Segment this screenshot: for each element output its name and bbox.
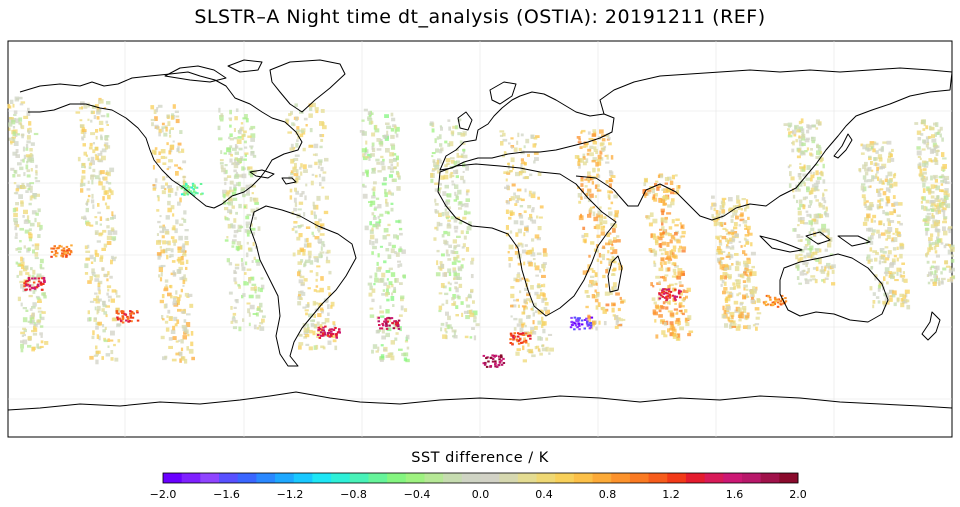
swath-13 xyxy=(914,119,956,286)
colorbar-swatch xyxy=(499,473,519,483)
map-title: SLSTR–A Night time dt_analysis (OSTIA): … xyxy=(194,6,766,28)
colorbar-swatch xyxy=(405,473,425,483)
colorbar-swatch xyxy=(704,473,724,483)
colorbar-tick-label: 0.4 xyxy=(535,488,553,501)
hotspot-4 xyxy=(377,316,401,330)
hotspot-9 xyxy=(180,182,204,197)
colorbar-swatch xyxy=(555,473,575,483)
hotspot-7 xyxy=(658,288,682,302)
colorbar-swatch xyxy=(629,473,650,483)
colorbar-swatch xyxy=(648,473,668,483)
graticule xyxy=(8,41,952,437)
swath-0 xyxy=(7,96,49,353)
colorbar-swatch xyxy=(275,473,295,483)
coast-europe xyxy=(439,91,615,171)
colorbar-tick-label: −2.0 xyxy=(150,488,177,501)
colorbar-swatches xyxy=(162,472,799,484)
colorbar-swatch xyxy=(611,473,631,483)
swath-5 xyxy=(359,108,410,363)
coast-antarctica xyxy=(7,391,953,411)
colorbar-swatch xyxy=(592,473,612,483)
coast-new-zealand xyxy=(921,311,941,341)
colorbar-tick-label: 0.0 xyxy=(472,488,490,501)
colorbar-border xyxy=(162,472,799,484)
swath-9 xyxy=(642,173,694,341)
colorbar-tick-label: −1.6 xyxy=(213,488,240,501)
swath-7 xyxy=(499,130,554,363)
coast-british-isles xyxy=(457,81,517,131)
coast-madagascar xyxy=(607,255,623,293)
hotspot-1 xyxy=(50,244,73,258)
coast-australia xyxy=(779,253,889,323)
colorbar-swatch xyxy=(256,473,276,483)
colorbar-tick-label: −1.2 xyxy=(277,488,304,501)
colorbar-swatch xyxy=(723,473,743,483)
coast-caribbean xyxy=(249,169,297,185)
colorbar-swatch xyxy=(387,473,407,483)
colorbar-swatch xyxy=(443,473,463,483)
coast-north-america xyxy=(19,71,303,209)
colorbar-swatch xyxy=(200,473,220,483)
colorbar-swatch xyxy=(461,473,481,483)
hotspot-3 xyxy=(317,325,341,339)
colorbar-swatch xyxy=(536,473,556,483)
swath-layer xyxy=(7,96,956,365)
colorbar-swatch xyxy=(573,473,594,483)
swath-10 xyxy=(710,195,762,331)
colorbar-swatch xyxy=(667,473,687,483)
colorbar-swatch xyxy=(685,473,706,483)
swath-2 xyxy=(150,104,195,364)
colorbar-swatch xyxy=(181,473,201,483)
coastlines xyxy=(7,59,953,411)
hotspot-6 xyxy=(569,316,594,331)
swath-12 xyxy=(858,140,911,310)
colorbar-swatch xyxy=(741,473,762,483)
hotspot-10 xyxy=(482,354,506,368)
colorbar-swatch xyxy=(424,473,444,483)
swath-1 xyxy=(75,97,122,365)
coast-south-america xyxy=(249,205,357,367)
hotspot-0 xyxy=(23,277,46,291)
colorbar-swatch xyxy=(480,473,500,483)
colorbar-swatch xyxy=(349,473,369,483)
coast-greenland xyxy=(269,59,346,113)
colorbar-label: SST difference / K xyxy=(411,450,549,466)
coast-africa xyxy=(437,163,617,317)
colorbar-swatch xyxy=(163,473,183,483)
colorbar-tick-label: 1.2 xyxy=(662,488,680,501)
swath-6 xyxy=(429,118,480,341)
coast-asia xyxy=(575,67,953,221)
coast-arctic-islands xyxy=(164,59,263,83)
colorbar-swatch xyxy=(312,473,332,483)
colorbar-swatch xyxy=(331,473,351,483)
colorbar-swatch xyxy=(779,473,799,483)
colorbar-tick-label: −0.8 xyxy=(340,488,367,501)
colorbar-swatch xyxy=(368,473,388,483)
colorbar-swatch xyxy=(760,473,780,483)
colorbar-swatch xyxy=(237,473,257,483)
colorbar-tick-label: −0.4 xyxy=(404,488,431,501)
colorbar-tick-label: 2.0 xyxy=(789,488,807,501)
colorbar-swatch xyxy=(293,473,313,483)
colorbar-swatch xyxy=(517,473,538,483)
colorbar-swatch xyxy=(219,473,239,483)
hotspot-5 xyxy=(509,332,532,346)
hotspot-layer xyxy=(23,182,788,368)
colorbar-tick-label: 0.8 xyxy=(599,488,617,501)
coast-japan xyxy=(833,133,853,159)
colorbar-ticks: −2.0 −1.6 −1.2 −0.8 −0.4 0.0 0.4 0.8 1.2 1.6 2.0 xyxy=(150,488,807,501)
colorbar-tick-label: 1.6 xyxy=(726,488,744,501)
coast-indonesia xyxy=(759,231,871,253)
hotspot-2 xyxy=(115,310,140,324)
